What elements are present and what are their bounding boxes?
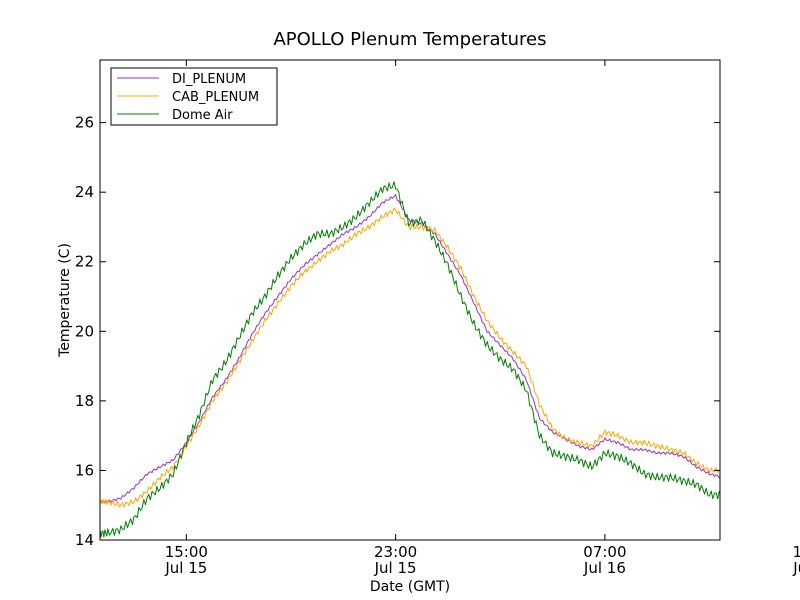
x-tick-label-time: 15:00 xyxy=(165,543,208,561)
legend-label: DI_PLENUM xyxy=(172,72,246,87)
y-tick-label: 14 xyxy=(75,531,94,549)
y-axis-label: Temperature (C) xyxy=(57,243,73,358)
y-tick-label: 20 xyxy=(75,322,94,340)
y-tick-label: 22 xyxy=(75,253,94,271)
y-tick-label: 16 xyxy=(75,461,94,479)
y-tick-label: 18 xyxy=(75,392,94,410)
series-line-di-plenum xyxy=(100,194,720,504)
x-tick-label-date: Jul 15 xyxy=(164,559,207,577)
legend: DI_PLENUM CAB_PLENUM Dome Air xyxy=(110,67,278,126)
legend-label: Dome Air xyxy=(172,108,233,123)
y-tick-label: 24 xyxy=(75,183,94,201)
series-line-cab-plenum xyxy=(100,207,720,508)
legend-label: CAB_PLENUM xyxy=(172,90,259,105)
y-tick-label: 26 xyxy=(75,114,94,132)
plot-frame xyxy=(99,59,721,541)
x-tick-label-time: 23:00 xyxy=(374,543,417,561)
series-line-dome-air xyxy=(100,181,720,538)
x-axis-label: Date (GMT) xyxy=(370,579,450,595)
series-lines xyxy=(100,181,720,538)
x-tick-label-date: Jul 16 xyxy=(583,559,626,577)
x-tick-label-time: 07:00 xyxy=(583,543,626,561)
x-tick-label-date: Jul 16 xyxy=(792,559,800,577)
x-tick-label-time: 15:00 xyxy=(793,543,800,561)
x-tick-label-date: Jul 15 xyxy=(374,559,417,577)
chart-title: APOLLO Plenum Temperatures xyxy=(273,29,546,50)
